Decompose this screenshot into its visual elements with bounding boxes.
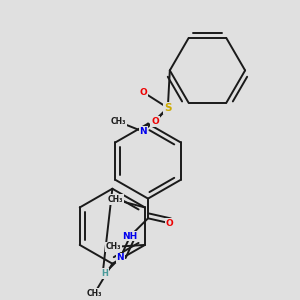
Text: CH₃: CH₃ — [107, 195, 123, 204]
Text: CH₃: CH₃ — [110, 117, 126, 126]
Text: N: N — [139, 127, 147, 136]
Text: N: N — [116, 253, 124, 262]
Text: H: H — [101, 269, 108, 278]
Text: S: S — [164, 103, 172, 113]
Text: CH₃: CH₃ — [87, 289, 102, 298]
Text: O: O — [151, 117, 159, 126]
Text: O: O — [166, 219, 174, 228]
Text: CH₃: CH₃ — [106, 242, 121, 251]
Text: O: O — [139, 88, 147, 97]
Text: NH: NH — [123, 232, 138, 241]
